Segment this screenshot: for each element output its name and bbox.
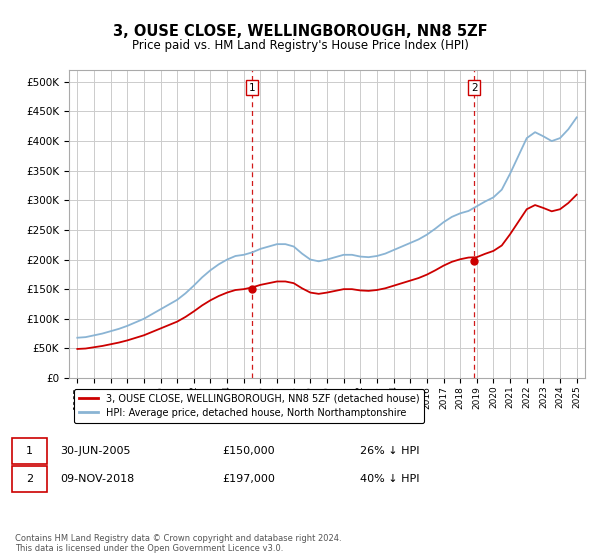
- Text: 40% ↓ HPI: 40% ↓ HPI: [360, 474, 419, 484]
- Text: Contains HM Land Registry data © Crown copyright and database right 2024.
This d: Contains HM Land Registry data © Crown c…: [15, 534, 341, 553]
- Text: 09-NOV-2018: 09-NOV-2018: [60, 474, 134, 484]
- Text: 30-JUN-2005: 30-JUN-2005: [60, 446, 131, 456]
- Text: Price paid vs. HM Land Registry's House Price Index (HPI): Price paid vs. HM Land Registry's House …: [131, 39, 469, 52]
- Text: £197,000: £197,000: [222, 474, 275, 484]
- Text: 3, OUSE CLOSE, WELLINGBOROUGH, NN8 5ZF: 3, OUSE CLOSE, WELLINGBOROUGH, NN8 5ZF: [113, 24, 487, 39]
- Text: 1: 1: [248, 83, 256, 93]
- Text: 26% ↓ HPI: 26% ↓ HPI: [360, 446, 419, 456]
- Legend: 3, OUSE CLOSE, WELLINGBOROUGH, NN8 5ZF (detached house), HPI: Average price, det: 3, OUSE CLOSE, WELLINGBOROUGH, NN8 5ZF (…: [74, 389, 424, 423]
- Text: 1: 1: [26, 446, 33, 456]
- Text: 2: 2: [471, 83, 478, 93]
- Text: £150,000: £150,000: [222, 446, 275, 456]
- Text: 2: 2: [26, 474, 33, 484]
